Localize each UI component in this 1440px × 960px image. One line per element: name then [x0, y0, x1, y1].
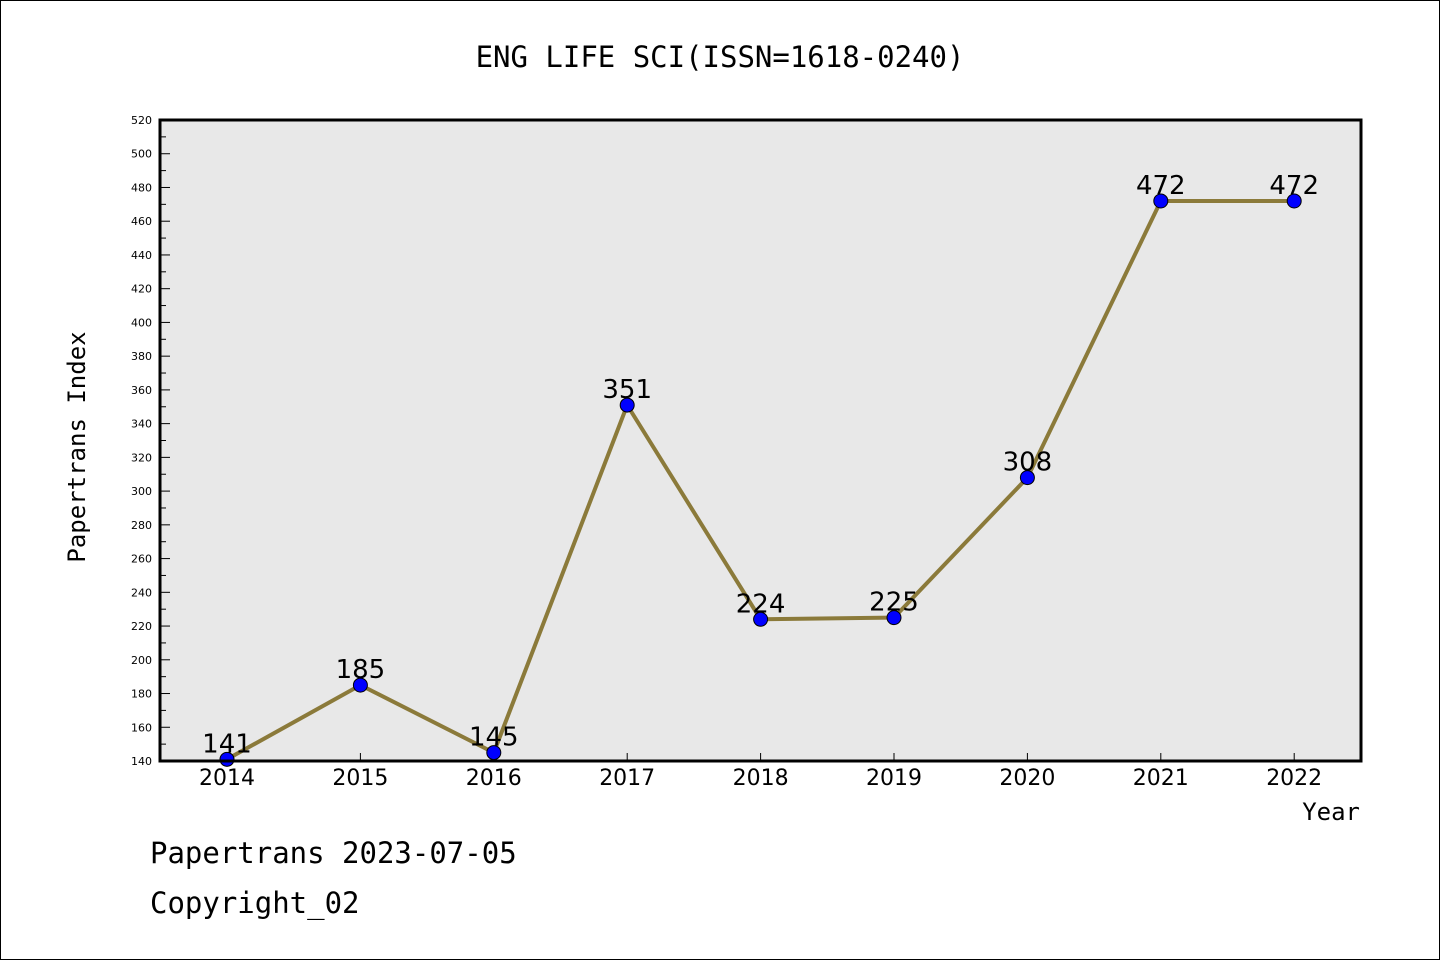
x-tick-label: 2021: [1133, 766, 1189, 791]
y-tick-label: 500: [131, 148, 152, 161]
y-tick-label: 140: [131, 755, 152, 768]
data-label: 145: [469, 723, 519, 753]
data-label: 308: [1003, 448, 1053, 478]
y-tick-label: 180: [131, 688, 152, 701]
footer-date: Papertrans 2023-07-05: [150, 836, 517, 870]
data-label: 472: [1136, 171, 1186, 201]
data-label: 224: [736, 589, 786, 619]
data-label: 141: [202, 729, 252, 759]
y-tick-label: 420: [131, 283, 152, 296]
data-label: 225: [869, 588, 919, 618]
y-tick-label: 160: [131, 721, 152, 734]
y-axis-label: Papertrans Index: [63, 331, 91, 562]
y-tick-label: 360: [131, 384, 152, 397]
x-tick-label: 2019: [866, 766, 922, 791]
y-tick-label: 480: [131, 181, 152, 194]
y-tick-label: 260: [131, 553, 152, 566]
y-tick-label: 440: [131, 249, 152, 262]
chart-title: ENG LIFE SCI(ISSN=1618-0240): [476, 40, 965, 74]
footer-copyright: Copyright_02: [150, 886, 360, 920]
x-tick-label: 2018: [733, 766, 789, 791]
y-tick-label: 300: [131, 485, 152, 498]
x-tick-label: 2020: [999, 766, 1055, 791]
y-tick-label: 220: [131, 620, 152, 633]
x-tick-label: 2017: [599, 766, 655, 791]
y-tick-label: 280: [131, 519, 152, 532]
x-tick-label: 2022: [1266, 766, 1322, 791]
x-tick-label: 2015: [332, 766, 388, 791]
data-label: 472: [1269, 171, 1319, 201]
y-tick-label: 520: [131, 114, 152, 127]
x-axis-label: Year: [1302, 798, 1360, 826]
y-tick-label: 340: [131, 418, 152, 431]
y-tick-label: 380: [131, 350, 152, 363]
y-tick-label: 320: [131, 451, 152, 464]
data-label: 185: [336, 655, 386, 685]
y-tick-label: 200: [131, 654, 152, 667]
x-tick-label: 2014: [199, 766, 255, 791]
y-tick-label: 400: [131, 316, 152, 329]
data-label: 351: [602, 375, 652, 405]
chart-svg: 140 160 180 200 220 240 260 280 300 320 340 360 380 4…: [0, 0, 1440, 960]
y-tick-label: 460: [131, 215, 152, 228]
x-tick-label: 2016: [466, 766, 522, 791]
y-tick-label: 240: [131, 586, 152, 599]
